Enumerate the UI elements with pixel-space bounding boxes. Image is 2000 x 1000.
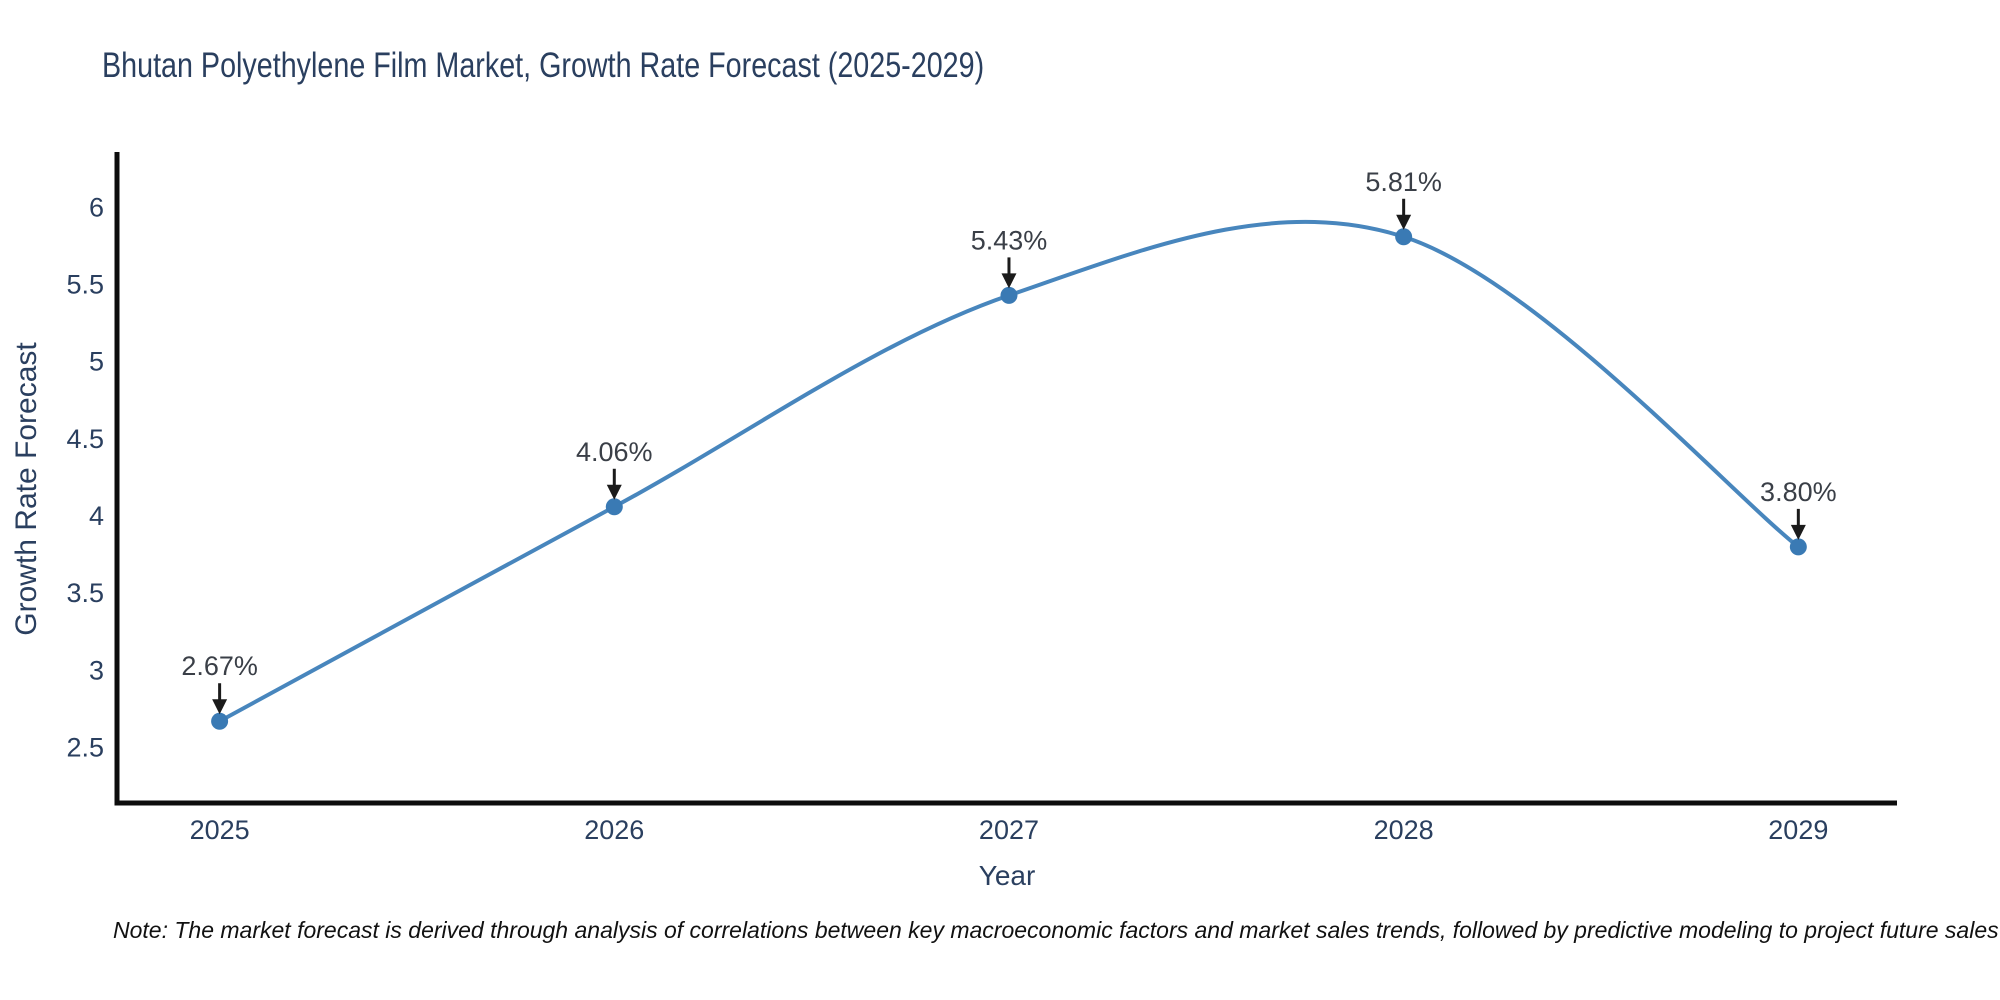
y-tick-label: 5 [89, 347, 104, 377]
annotation-arrowhead-icon [1790, 524, 1806, 540]
annotation-arrowhead-icon [1001, 273, 1017, 289]
annotation-label: 5.43% [971, 225, 1048, 255]
footnote: Note: The market forecast is derived thr… [113, 917, 1999, 943]
annotation-label: 2.67% [181, 651, 258, 681]
data-point-marker [1789, 538, 1807, 556]
y-tick-label: 3.5 [66, 578, 104, 608]
data-point-marker [1395, 228, 1413, 246]
y-axis-title: Growth Rate Forecast [10, 342, 43, 636]
x-tick-label: 2028 [1374, 815, 1434, 845]
annotation-arrowhead-icon [1396, 214, 1412, 230]
point-annotations: 2.67% 4.06% 5.43% 5.81% 3.80% [181, 167, 1837, 715]
y-axis-tick-labels: 2.5 3 3.5 4 4.5 5 5.5 6 [66, 192, 104, 762]
axis-spines [114, 152, 1897, 806]
point-annotation: 4.06% [576, 437, 653, 500]
y-tick-label: 4 [89, 501, 104, 531]
point-annotation: 5.81% [1365, 167, 1442, 230]
data-point-marker [605, 498, 623, 516]
x-tick-label: 2027 [979, 815, 1039, 845]
annotation-arrowhead-icon [212, 699, 228, 715]
y-tick-label: 6 [89, 192, 104, 222]
data-point-markers [211, 228, 1807, 730]
y-tick-label: 5.5 [66, 270, 104, 300]
x-axis-tick-labels: 2025 2026 2027 2028 2029 [190, 815, 1829, 845]
data-point-marker [1000, 286, 1018, 304]
x-tick-label: 2026 [584, 815, 644, 845]
annotation-arrowhead-icon [606, 484, 622, 500]
annotation-label: 5.81% [1365, 167, 1442, 197]
point-annotation: 5.43% [971, 225, 1048, 289]
page-title: Bhutan Polyethylene Film Market, Growth … [102, 46, 985, 85]
y-tick-label: 4.5 [66, 424, 104, 454]
annotation-label: 3.80% [1760, 477, 1837, 507]
x-axis-title: Year [978, 860, 1036, 891]
point-annotation: 2.67% [181, 651, 258, 715]
x-tick-label: 2029 [1768, 815, 1828, 845]
point-annotation: 3.80% [1760, 477, 1837, 540]
data-point-marker [211, 712, 229, 730]
y-tick-label: 3 [89, 655, 104, 685]
y-tick-label: 2.5 [66, 732, 104, 762]
annotation-label: 4.06% [576, 437, 653, 467]
x-tick-label: 2025 [190, 815, 250, 845]
